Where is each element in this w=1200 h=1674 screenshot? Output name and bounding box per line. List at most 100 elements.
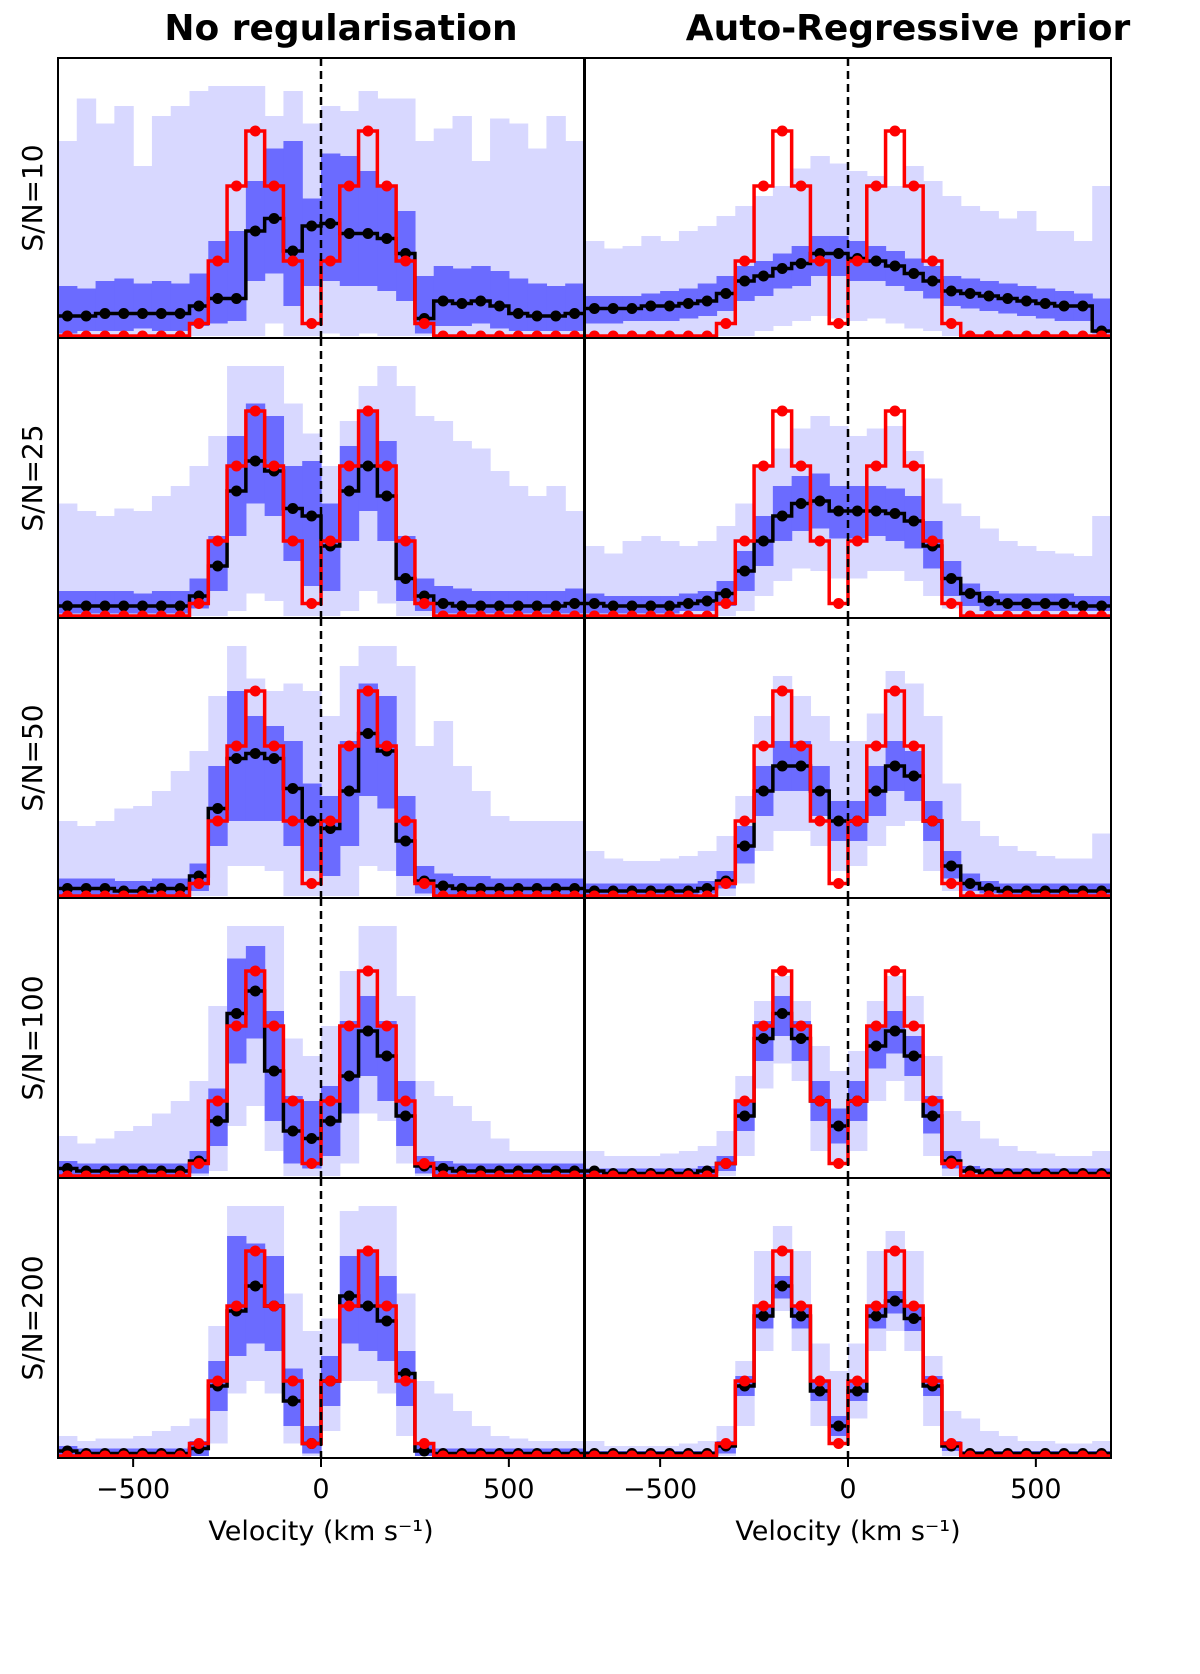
truth-point bbox=[664, 610, 676, 618]
outer-band-bin bbox=[508, 821, 529, 896]
median-point bbox=[324, 1115, 336, 1127]
inner-band-bin bbox=[302, 198, 322, 286]
truth-point bbox=[493, 890, 505, 898]
truth-point bbox=[324, 1095, 336, 1107]
outer-band-bin bbox=[76, 98, 97, 336]
truth-point bbox=[776, 125, 788, 137]
inner-band-bin bbox=[321, 153, 341, 281]
median-point bbox=[908, 770, 920, 782]
median-point bbox=[343, 1070, 355, 1082]
truth-point bbox=[80, 1450, 92, 1458]
median-point bbox=[908, 1313, 920, 1324]
median-point bbox=[588, 598, 600, 609]
truth-point bbox=[626, 1170, 638, 1178]
outer-band-bin bbox=[302, 1331, 322, 1456]
truth-point bbox=[437, 330, 449, 338]
truth-point bbox=[1020, 1450, 1032, 1458]
truth-point bbox=[664, 1450, 676, 1458]
median-point bbox=[268, 753, 280, 764]
truth-point bbox=[99, 1450, 111, 1458]
truth-point bbox=[343, 1020, 355, 1032]
outer-band-bin bbox=[622, 246, 642, 336]
truth-point bbox=[739, 535, 751, 547]
truth-point bbox=[1077, 1450, 1089, 1458]
median-point bbox=[1020, 598, 1032, 609]
outer-band-bin bbox=[151, 791, 172, 896]
inner-band-bin bbox=[170, 283, 191, 331]
truth-point bbox=[795, 460, 807, 472]
median-point bbox=[230, 293, 242, 304]
truth-point bbox=[908, 460, 920, 472]
panel-grid: S/N=10 S/N=25 S/N=50 S/N=100 S/N=200 bbox=[16, 57, 1112, 1459]
median-point bbox=[645, 600, 657, 612]
median-point bbox=[795, 760, 807, 772]
truth-point bbox=[1058, 890, 1070, 898]
median-point bbox=[287, 783, 299, 794]
truth-point bbox=[456, 610, 468, 618]
median-point bbox=[343, 228, 355, 239]
median-point bbox=[870, 505, 882, 517]
truth-point bbox=[626, 890, 638, 898]
truth-point bbox=[155, 610, 167, 618]
median-point bbox=[456, 600, 468, 612]
outer-band-bin bbox=[433, 1393, 454, 1456]
median-point bbox=[964, 878, 976, 889]
truth-point bbox=[80, 330, 92, 338]
truth-point bbox=[1096, 1170, 1108, 1178]
truth-point bbox=[550, 1450, 562, 1458]
truth-point bbox=[983, 1450, 995, 1458]
inner-band-bin bbox=[227, 231, 247, 321]
truth-point bbox=[664, 330, 676, 338]
outer-band-bin bbox=[414, 1081, 435, 1176]
truth-point bbox=[720, 1438, 732, 1449]
median-point bbox=[268, 1065, 280, 1077]
column-title-right: Auto-Regressive prior bbox=[686, 8, 1131, 49]
median-point bbox=[701, 595, 713, 607]
row-label: S/N=100 bbox=[16, 975, 49, 1100]
median-point bbox=[814, 785, 826, 797]
truth-point bbox=[249, 125, 261, 137]
median-point bbox=[945, 573, 957, 584]
truth-point bbox=[645, 1170, 657, 1178]
truth-point bbox=[400, 1375, 412, 1387]
truth-point bbox=[851, 535, 863, 547]
truth-point bbox=[475, 1170, 487, 1178]
median-point bbox=[795, 1310, 807, 1322]
outer-band-bin bbox=[471, 791, 491, 896]
inner-band-bin bbox=[452, 268, 472, 326]
truth-point bbox=[512, 330, 524, 338]
inner-band-bin bbox=[339, 156, 360, 286]
truth-point bbox=[1020, 1170, 1032, 1178]
x-tick-label: 0 bbox=[839, 1474, 856, 1505]
truth-point bbox=[137, 890, 149, 898]
median-point bbox=[851, 1385, 863, 1397]
inner-band-bin bbox=[302, 783, 322, 871]
truth-point bbox=[99, 890, 111, 898]
truth-point bbox=[1096, 330, 1108, 338]
median-point bbox=[889, 1025, 901, 1037]
outer-band-bin bbox=[452, 1411, 472, 1456]
truth-point bbox=[324, 255, 336, 267]
median-point bbox=[137, 600, 149, 612]
row-label: S/N=10 bbox=[16, 144, 49, 251]
truth-point bbox=[400, 535, 412, 547]
truth-point bbox=[400, 255, 412, 267]
truth-point bbox=[212, 255, 224, 267]
truth-point bbox=[324, 535, 336, 547]
truth-point bbox=[607, 1170, 619, 1178]
row-label: S/N=25 bbox=[16, 424, 49, 531]
median-point bbox=[249, 455, 261, 467]
outer-band-bin bbox=[527, 496, 548, 616]
median-point bbox=[362, 228, 374, 239]
truth-point bbox=[945, 1438, 957, 1449]
median-point bbox=[493, 600, 505, 612]
median-point bbox=[607, 303, 619, 314]
truth-point bbox=[268, 740, 280, 752]
median-point bbox=[607, 600, 619, 612]
outer-band-bin bbox=[452, 441, 472, 616]
outer-band-bin bbox=[76, 511, 97, 616]
truth-point bbox=[1039, 330, 1051, 338]
truth-point bbox=[701, 1170, 713, 1178]
truth-point bbox=[155, 330, 167, 338]
